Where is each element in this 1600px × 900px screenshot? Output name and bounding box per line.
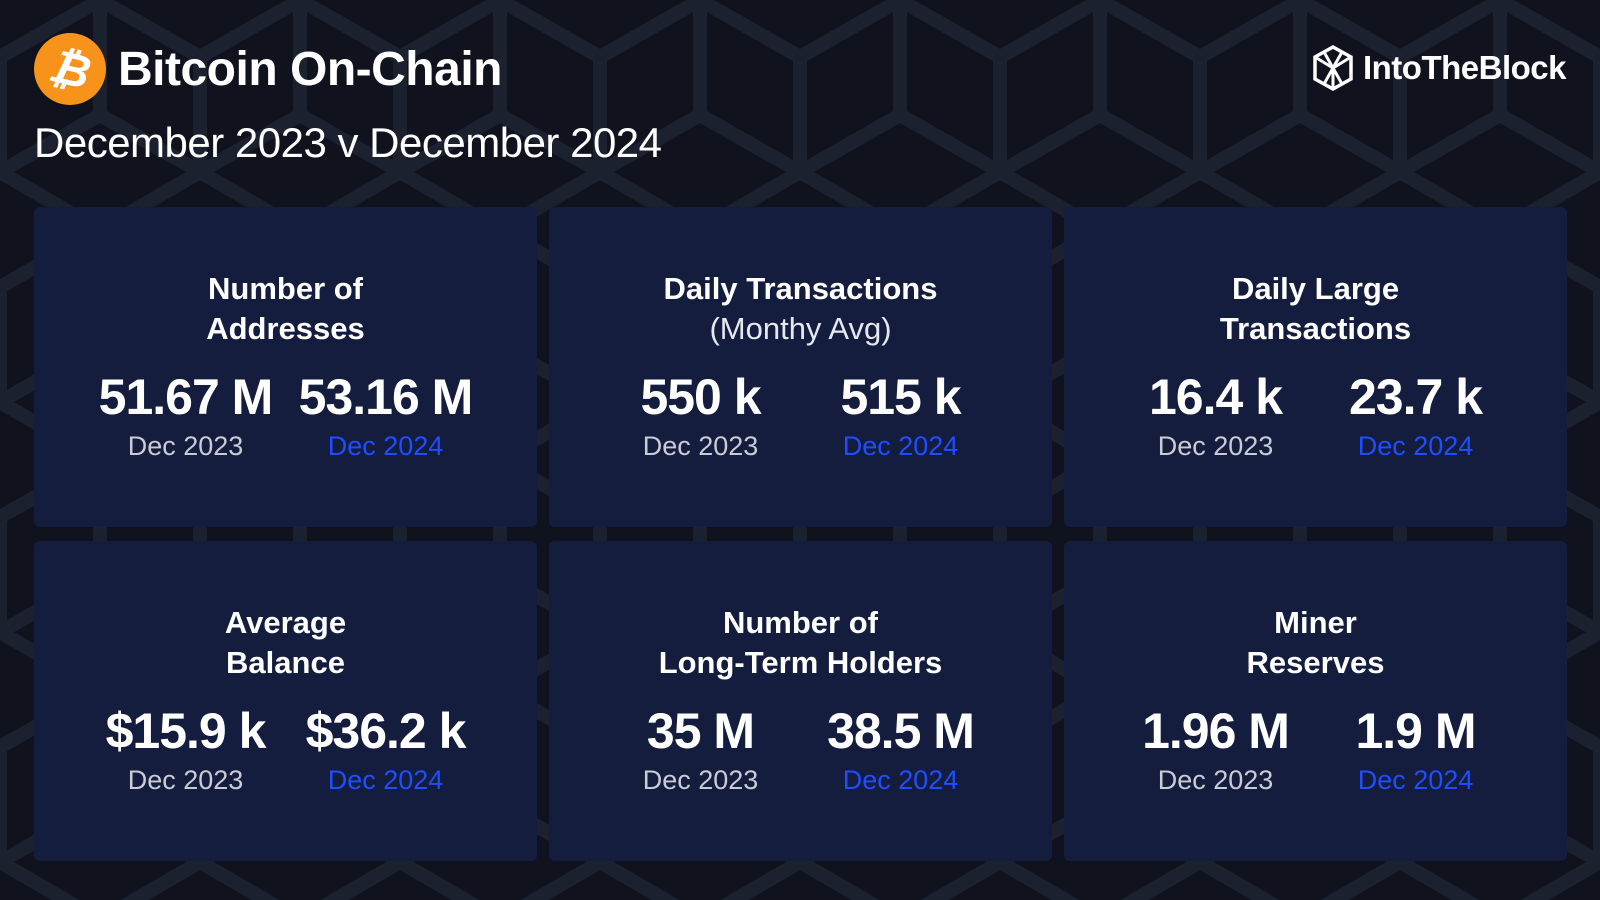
stat-2024: 1.9 M Dec 2024: [1316, 703, 1516, 796]
card-title-line1: Number of: [208, 271, 363, 306]
title-row: ₿ Bitcoin On-Chain: [34, 33, 662, 105]
card-title-line2: Balance: [226, 645, 345, 680]
card-title: Daily Large Transactions: [1220, 269, 1411, 349]
card-title-line2: (Monthy Avg): [709, 311, 892, 346]
intotheblock-logo: IntoTheBlock: [1311, 44, 1567, 92]
stat-2024: 38.5 M Dec 2024: [801, 703, 1001, 796]
label-2024: Dec 2024: [327, 765, 444, 795]
label-2023: Dec 2023: [127, 431, 244, 461]
card-stats: 550 k Dec 2023 515 k Dec 2024: [549, 369, 1052, 462]
metric-card-daily-transactions: Daily Transactions (Monthy Avg) 550 k De…: [549, 207, 1052, 527]
card-title-line2: Addresses: [206, 311, 365, 346]
label-2024: Dec 2024: [842, 765, 959, 795]
metric-card-long-term-holders: Number of Long-Term Holders 35 M Dec 202…: [549, 541, 1052, 861]
page-title: Bitcoin On-Chain: [118, 42, 502, 96]
stat-2023: 16.4 k Dec 2023: [1116, 369, 1316, 462]
value-2023: 550 k: [640, 369, 761, 425]
value-2024: 53.16 M: [298, 369, 474, 425]
bitcoin-symbol: ₿: [44, 38, 96, 100]
card-title-line1: Daily Transactions: [663, 271, 938, 306]
bitcoin-icon: ₿: [34, 33, 106, 105]
intotheblock-cube-icon: [1313, 44, 1353, 92]
value-2024: 38.5 M: [827, 703, 975, 759]
stat-2023: 1.96 M Dec 2023: [1116, 703, 1316, 796]
stat-2023: 35 M Dec 2023: [601, 703, 801, 796]
value-2024: 1.9 M: [1355, 703, 1476, 759]
card-title-line2: Long-Term Holders: [658, 645, 943, 680]
value-2023: 1.96 M: [1142, 703, 1290, 759]
stat-2023: $15.9 k Dec 2023: [86, 703, 286, 796]
label-2023: Dec 2023: [642, 765, 759, 795]
card-title-line2: Transactions: [1219, 311, 1412, 346]
card-stats: 16.4 k Dec 2023 23.7 k Dec 2024: [1064, 369, 1567, 462]
stat-2024: 23.7 k Dec 2024: [1316, 369, 1516, 462]
metric-card-large-transactions: Daily Large Transactions 16.4 k Dec 2023…: [1064, 207, 1567, 527]
card-title: Average Balance: [225, 603, 346, 683]
value-2024: $36.2 k: [305, 703, 467, 759]
page-subtitle: December 2023 v December 2024: [34, 119, 662, 166]
card-title: Number of Addresses: [206, 269, 365, 349]
brand-name: IntoTheBlock: [1362, 49, 1567, 86]
stat-2023: 51.67 M Dec 2023: [86, 369, 286, 462]
label-2023: Dec 2023: [127, 765, 244, 795]
value-2023: $15.9 k: [105, 703, 267, 759]
metric-card-average-balance: Average Balance $15.9 k Dec 2023 $36.2 k…: [34, 541, 537, 861]
metric-card-miner-reserves: Miner Reserves 1.96 M Dec 2023 1.9 M Dec…: [1064, 541, 1567, 861]
label-2024: Dec 2024: [1357, 765, 1474, 795]
stat-2024: $36.2 k Dec 2024: [286, 703, 486, 796]
label-2024: Dec 2024: [1357, 431, 1474, 461]
stat-2024: 53.16 M Dec 2024: [286, 369, 486, 462]
label-2024: Dec 2024: [327, 431, 444, 461]
value-2023: 51.67 M: [98, 369, 274, 425]
stat-2023: 550 k Dec 2023: [601, 369, 801, 462]
card-title-line1: Miner: [1274, 605, 1357, 640]
card-stats: $15.9 k Dec 2023 $36.2 k Dec 2024: [34, 703, 537, 796]
card-title: Daily Transactions (Monthy Avg): [664, 269, 938, 349]
card-stats: 1.96 M Dec 2023 1.9 M Dec 2024: [1064, 703, 1567, 796]
value-2023: 35 M: [646, 703, 755, 759]
card-title-line1: Average: [224, 605, 347, 640]
value-2023: 16.4 k: [1148, 369, 1283, 425]
stat-2024: 515 k Dec 2024: [801, 369, 1001, 462]
label-2024: Dec 2024: [842, 431, 959, 461]
metric-card-addresses: Number of Addresses 51.67 M Dec 2023 53.…: [34, 207, 537, 527]
value-2024: 23.7 k: [1348, 369, 1483, 425]
card-stats: 35 M Dec 2023 38.5 M Dec 2024: [549, 703, 1052, 796]
card-title-line2: Reserves: [1246, 645, 1385, 680]
card-title: Miner Reserves: [1247, 603, 1385, 683]
card-title-line1: Daily Large: [1231, 271, 1400, 306]
label-2023: Dec 2023: [1157, 431, 1274, 461]
label-2023: Dec 2023: [1157, 765, 1274, 795]
card-stats: 51.67 M Dec 2023 53.16 M Dec 2024: [34, 369, 537, 462]
metrics-grid: Number of Addresses 51.67 M Dec 2023 53.…: [34, 207, 1567, 861]
card-title-line1: Number of: [722, 605, 878, 640]
label-2023: Dec 2023: [642, 431, 759, 461]
header: ₿ Bitcoin On-Chain December 2023 v Decem…: [34, 33, 662, 167]
card-title: Number of Long-Term Holders: [659, 603, 943, 683]
value-2024: 515 k: [840, 369, 961, 425]
